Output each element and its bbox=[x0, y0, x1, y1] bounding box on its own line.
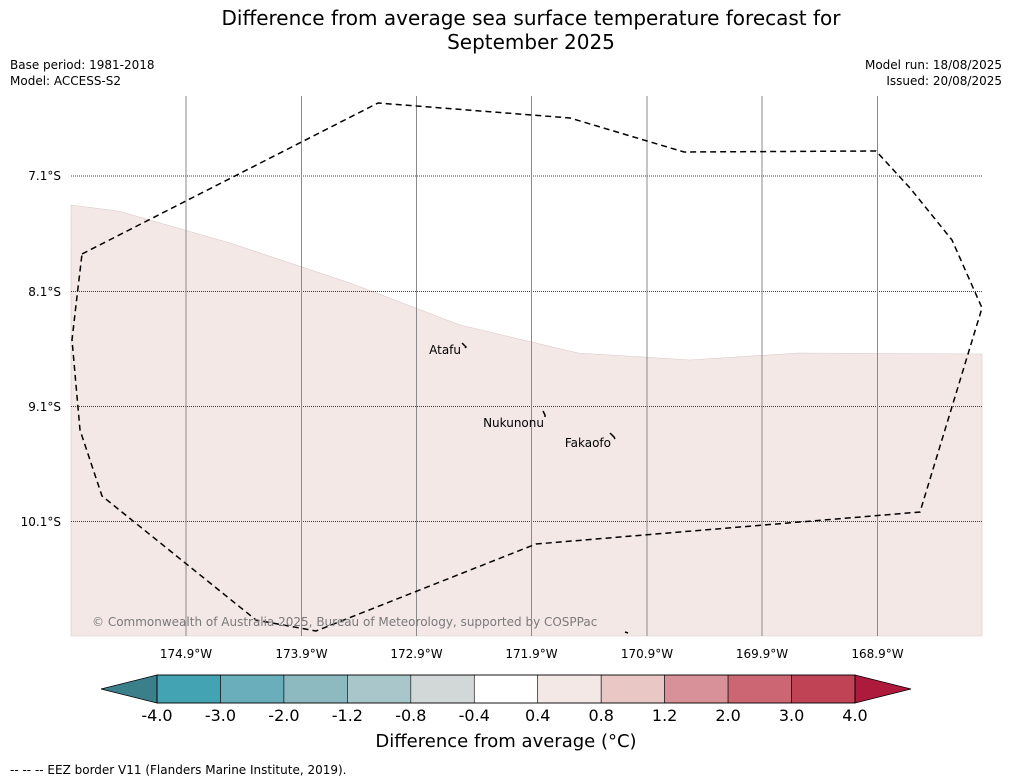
colorbar-tick-11: 3.0 bbox=[779, 706, 804, 725]
colorbar-swatch-7 bbox=[537, 674, 602, 704]
model-run: Model run: 18/08/2025 bbox=[864, 58, 1002, 72]
eez-legend-note: -- -- -- EEZ border V11 (Flanders Marine… bbox=[10, 763, 347, 777]
island-atafu: Atafu bbox=[429, 342, 468, 357]
lat-label-4: 10.1°S bbox=[21, 515, 61, 529]
issued-date: Issued: 20/08/2025 bbox=[886, 74, 1002, 88]
island-nukunonu: Nukunonu bbox=[483, 410, 546, 430]
colorbar-tick-12: 4.0 bbox=[842, 706, 867, 725]
colorbar-tick-10: 2.0 bbox=[715, 706, 740, 725]
colorbar-tick-1: -4.0 bbox=[141, 706, 172, 725]
copyright-notice: © Commonwealth of Australia 2025, Bureau… bbox=[92, 615, 597, 629]
colorbar-tick-labels: -4.0 -3.0 -2.0 -1.2 -0.8 -0.4 0.4 0.8 1.2 2.0 3.0 4… bbox=[141, 706, 867, 725]
lon-label-1: 174.9°W bbox=[160, 647, 212, 661]
place-label-nukunonu: Nukunonu bbox=[483, 416, 544, 430]
colorbar-high-extend bbox=[854, 674, 912, 704]
lon-label-3: 172.9°W bbox=[390, 647, 442, 661]
fakaofo-outline bbox=[609, 432, 616, 440]
atafu-outline bbox=[461, 342, 468, 349]
lat-label-3: 9.1°S bbox=[28, 400, 61, 414]
colorbar-frame bbox=[156, 674, 856, 704]
anomaly-shaded-region bbox=[70, 204, 983, 637]
colorbar-swatch-4 bbox=[347, 674, 412, 704]
colorbar-swatch-2 bbox=[220, 674, 285, 704]
chart-title: Difference from average sea surface temp… bbox=[0, 6, 1011, 54]
latitude-labels: 7.1°S 8.1°S 9.1°S 10.1°S bbox=[21, 169, 61, 529]
lon-label-2: 173.9°W bbox=[275, 647, 327, 661]
colorbar-swatch-1 bbox=[156, 674, 221, 704]
island-fakaofo: Fakaofo bbox=[565, 432, 616, 450]
colorbar-swatch-6 bbox=[473, 674, 539, 704]
lat-label-2: 8.1°S bbox=[28, 285, 61, 299]
colorbar: -4.0 -3.0 -2.0 -1.2 -0.8 -0.4 0.4 0.8 1.2 2.0 3.0 4… bbox=[100, 674, 912, 725]
colorbar-swatch-3 bbox=[283, 674, 348, 704]
colorbar-swatch-10 bbox=[727, 674, 792, 704]
colorbar-tick-4: -1.2 bbox=[332, 706, 363, 725]
lon-label-7: 168.9°W bbox=[851, 647, 903, 661]
nukunonu-outline bbox=[542, 410, 546, 417]
colorbar-tick-7: 0.4 bbox=[525, 706, 550, 725]
colorbar-tick-6: -0.4 bbox=[459, 706, 490, 725]
longitude-labels: 174.9°W 173.9°W 172.9°W 171.9°W 170.9°W … bbox=[160, 647, 904, 661]
place-label-atafu: Atafu bbox=[429, 343, 461, 357]
meta-right: Model run: 18/08/2025 Issued: 20/08/2025 bbox=[865, 57, 1002, 89]
lat-label-1: 7.1°S bbox=[28, 169, 61, 183]
longitude-gridlines bbox=[185, 96, 878, 636]
title-line-2: September 2025 bbox=[447, 30, 615, 54]
map-panel: 7.1°S 8.1°S 9.1°S 10.1°S 174.9°W 173.9°W… bbox=[21, 96, 983, 661]
base-period: Base period: 1981-2018 bbox=[10, 58, 155, 72]
place-label-fakaofo: Fakaofo bbox=[565, 436, 611, 450]
colorbar-swatch-9 bbox=[664, 674, 729, 704]
title-line-1: Difference from average sea surface temp… bbox=[221, 6, 841, 30]
lon-label-4: 171.9°W bbox=[505, 647, 557, 661]
lon-label-5: 170.9°W bbox=[621, 647, 673, 661]
colorbar-swatch-11 bbox=[791, 674, 856, 704]
colorbar-tick-9: 1.2 bbox=[652, 706, 677, 725]
colorbar-low-extend bbox=[100, 674, 158, 704]
colorbar-tick-8: 0.8 bbox=[588, 706, 613, 725]
colorbar-swatch-5 bbox=[410, 674, 475, 704]
colorbar-tick-5: -0.8 bbox=[395, 706, 426, 725]
eez-border bbox=[71, 102, 983, 632]
meta-left: Base period: 1981-2018 Model: ACCESS-S2 bbox=[10, 57, 155, 89]
lon-label-6: 169.9°W bbox=[736, 647, 788, 661]
small-island-mark bbox=[624, 631, 629, 634]
colorbar-swatches bbox=[156, 674, 856, 704]
colorbar-label: Difference from average (°C) bbox=[375, 731, 637, 752]
model-name: Model: ACCESS-S2 bbox=[10, 74, 122, 88]
colorbar-swatch-8 bbox=[600, 674, 665, 704]
colorbar-tick-3: -2.0 bbox=[268, 706, 299, 725]
colorbar-tick-2: -3.0 bbox=[205, 706, 236, 725]
